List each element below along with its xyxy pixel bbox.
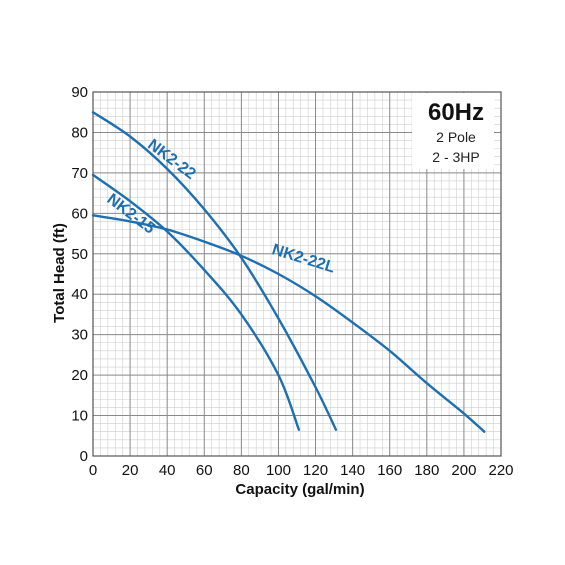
x-axis-title: Capacity (gal/min) xyxy=(235,481,364,498)
series-label-nk2-15: NK2-15 xyxy=(104,191,158,238)
info-box-title: 60Hz xyxy=(428,99,484,126)
x-tick-label: 160 xyxy=(377,462,402,479)
y-tick-label: 60 xyxy=(71,205,88,222)
y-tick-label: 0 xyxy=(80,448,88,465)
x-tick-label: 0 xyxy=(89,462,97,479)
y-tick-label: 40 xyxy=(71,286,88,303)
x-tick-label: 180 xyxy=(414,462,439,479)
x-tick-label: 60 xyxy=(196,462,213,479)
y-tick-label: 70 xyxy=(71,165,88,182)
y-tick-label: 80 xyxy=(71,124,88,141)
plot-frame xyxy=(92,91,502,457)
x-tick-label: 120 xyxy=(303,462,328,479)
info-box-background xyxy=(412,93,494,169)
y-tick-label: 50 xyxy=(71,246,88,263)
x-tick-label: 80 xyxy=(233,462,250,479)
info-box-line-poles: 2 Pole xyxy=(436,129,476,145)
series-line-nk2-22 xyxy=(91,111,338,431)
x-tick-label: 200 xyxy=(451,462,476,479)
x-tick-label: 20 xyxy=(122,462,139,479)
series-line-nk2-15 xyxy=(91,173,301,431)
axes: 0 20 40 60 80 100 120 140 160 180 200 220 0 10 20 30 40 5… xyxy=(71,84,513,479)
y-tick-label: 20 xyxy=(71,367,88,384)
y-tick-label: 90 xyxy=(71,84,88,101)
x-tick-label: 100 xyxy=(266,462,291,479)
x-tick-label: 40 xyxy=(159,462,176,479)
info-box-line-hp: 2 - 3HP xyxy=(432,149,479,165)
series-label-nk2-22l: NK2-22L xyxy=(270,241,337,276)
y-tick-label: 30 xyxy=(71,327,88,344)
x-tick-label: 140 xyxy=(340,462,365,479)
info-box: 60Hz 2 Pole 2 - 3HP xyxy=(412,93,494,169)
y-axis-title: Total Head (ft) xyxy=(51,223,68,323)
series-line-nk2-22l xyxy=(91,214,486,433)
y-tick-label: 10 xyxy=(71,408,88,425)
series-lines xyxy=(91,111,486,433)
x-tick-label: 220 xyxy=(488,462,513,479)
